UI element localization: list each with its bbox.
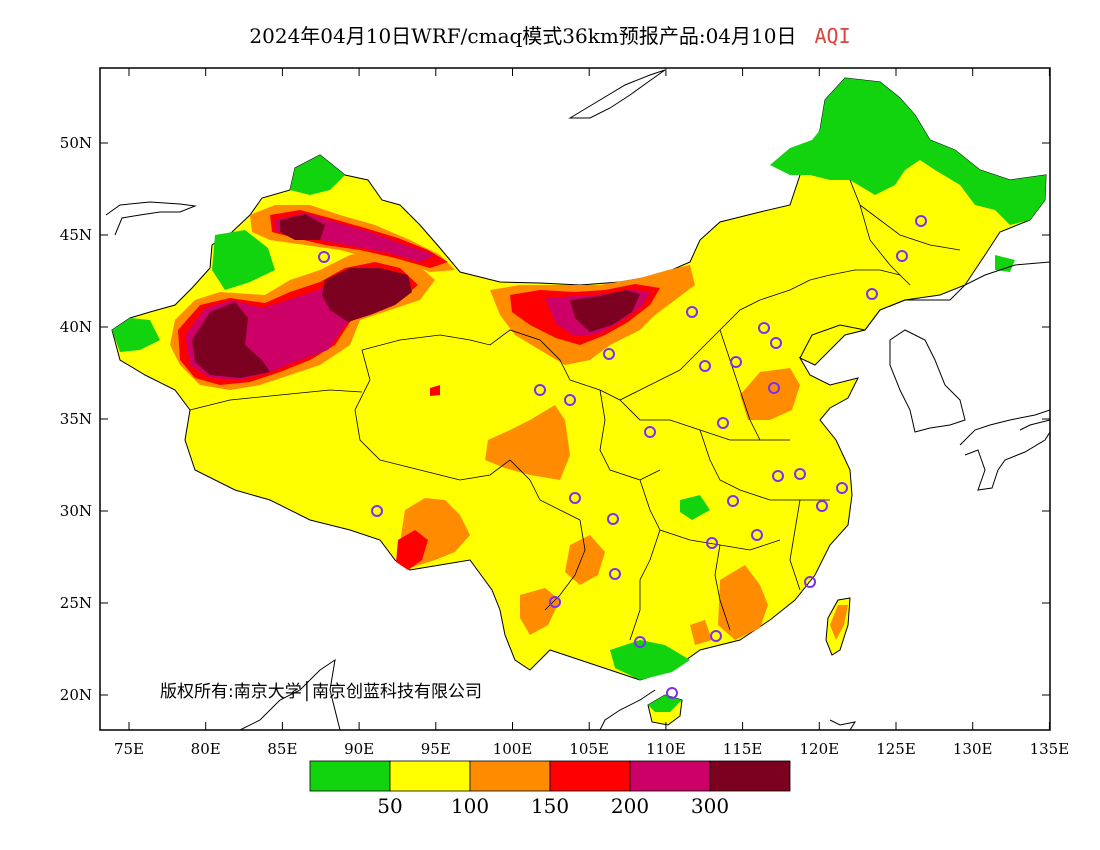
lon-tick-label: 100E [493, 740, 533, 758]
lon-tick-label: 110E [646, 740, 686, 758]
station-marker [564, 394, 576, 406]
station-marker [770, 337, 782, 349]
station-marker [816, 500, 828, 512]
station-marker [666, 687, 678, 699]
legend-label: 100 [451, 794, 489, 818]
legend-swatch [309, 760, 391, 792]
station-marker [607, 513, 619, 525]
station-marker [727, 495, 739, 507]
station-marker [634, 636, 646, 648]
station-marker [836, 482, 848, 494]
station-marker [699, 360, 711, 372]
station-marker [686, 306, 698, 318]
lon-tick-label: 80E [191, 740, 221, 758]
coastlines [105, 69, 1050, 730]
good-regions [112, 78, 1046, 712]
station-markers [318, 215, 927, 699]
legend-label: 150 [531, 794, 569, 818]
station-marker [896, 250, 908, 262]
map-content: 版权所有:南京大学│南京创蓝科技有限公司 [105, 69, 1050, 730]
lat-tick-label: 35N [60, 410, 92, 428]
title-variable: AQI [814, 24, 851, 48]
lon-tick-label: 85E [267, 740, 297, 758]
copyright-text: 版权所有:南京大学│南京创蓝科技有限公司 [160, 681, 482, 702]
lon-tick-label: 75E [114, 740, 144, 758]
station-marker [644, 426, 656, 438]
longitude-axis: 75E 80E 85E 90E 95E 100E 105E 110E 115E 120E 125E 1… [114, 68, 1069, 758]
lon-tick-label: 135E [1030, 740, 1070, 758]
station-marker [772, 470, 784, 482]
lon-tick-label: 125E [876, 740, 916, 758]
station-marker [751, 529, 763, 541]
station-marker [534, 384, 546, 396]
station-marker [915, 215, 927, 227]
legend-label: 200 [611, 794, 649, 818]
station-marker [794, 468, 806, 480]
lon-tick-label: 115E [723, 740, 763, 758]
station-marker [804, 576, 816, 588]
title-main: 2024年04月10日WRF/cmaq模式36km预报产品:04月10日 [249, 24, 797, 48]
lat-tick-label: 25N [60, 594, 92, 612]
lon-tick-label: 130E [953, 740, 993, 758]
province-boundaries [189, 179, 961, 641]
legend-swatch [389, 760, 471, 792]
hazardous-regions [192, 214, 640, 378]
station-marker [569, 492, 581, 504]
station-marker [710, 630, 722, 642]
station-marker [768, 382, 780, 394]
legend-label: 50 [377, 794, 402, 818]
station-marker [866, 288, 878, 300]
station-marker [609, 568, 621, 580]
lat-tick-label: 40N [60, 318, 92, 336]
station-marker [717, 417, 729, 429]
lon-tick-label: 105E [569, 740, 609, 758]
station-marker [758, 322, 770, 334]
station-marker [549, 596, 561, 608]
legend-label: 300 [691, 794, 729, 818]
lon-tick-label: 120E [800, 740, 840, 758]
latitude-axis: 50N 45N 40N 35N 30N 25N 20N [60, 134, 1050, 704]
lat-tick-label: 50N [60, 134, 92, 152]
lat-tick-label: 20N [60, 686, 92, 704]
legend-swatch [549, 760, 631, 792]
station-marker [730, 356, 742, 368]
legend-swatch [709, 760, 791, 792]
lon-tick-label: 90E [344, 740, 374, 758]
station-marker [318, 251, 330, 263]
lat-tick-label: 30N [60, 502, 92, 520]
map-title: 2024年04月10日WRF/cmaq模式36km预报产品:04月10日 AQI [0, 20, 1100, 49]
lat-tick-label: 45N [60, 226, 92, 244]
station-marker [706, 537, 718, 549]
legend-swatch [629, 760, 711, 792]
station-marker [603, 348, 615, 360]
lon-tick-label: 95E [421, 740, 451, 758]
station-marker [371, 505, 383, 517]
legend-swatch [469, 760, 551, 792]
aqi-legend: 50 100 150 200 300 [309, 760, 791, 818]
